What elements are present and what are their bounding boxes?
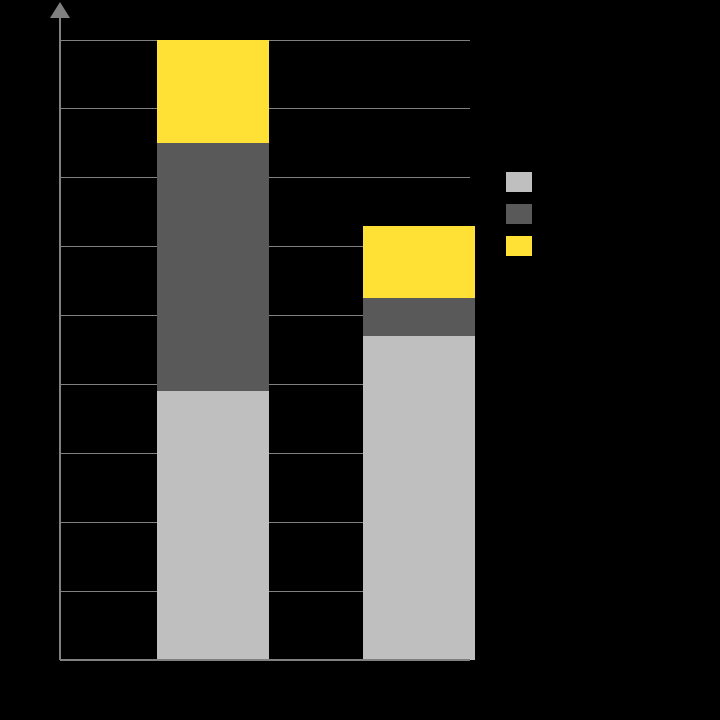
bar-segment bbox=[363, 298, 475, 336]
bar-segment bbox=[157, 40, 269, 143]
x-axis bbox=[60, 659, 470, 661]
bar-column bbox=[157, 40, 269, 660]
chart-stage bbox=[0, 0, 720, 720]
legend-swatch bbox=[506, 172, 532, 192]
bar-segment bbox=[363, 226, 475, 298]
y-axis-arrow-icon bbox=[50, 2, 70, 18]
plot-area bbox=[60, 40, 470, 660]
bar-segment bbox=[157, 391, 269, 660]
legend-swatch bbox=[506, 236, 532, 256]
bar-column bbox=[363, 226, 475, 660]
y-axis bbox=[59, 16, 61, 660]
bar-segment bbox=[157, 143, 269, 391]
legend-swatch bbox=[506, 204, 532, 224]
bar-segment bbox=[363, 336, 475, 660]
